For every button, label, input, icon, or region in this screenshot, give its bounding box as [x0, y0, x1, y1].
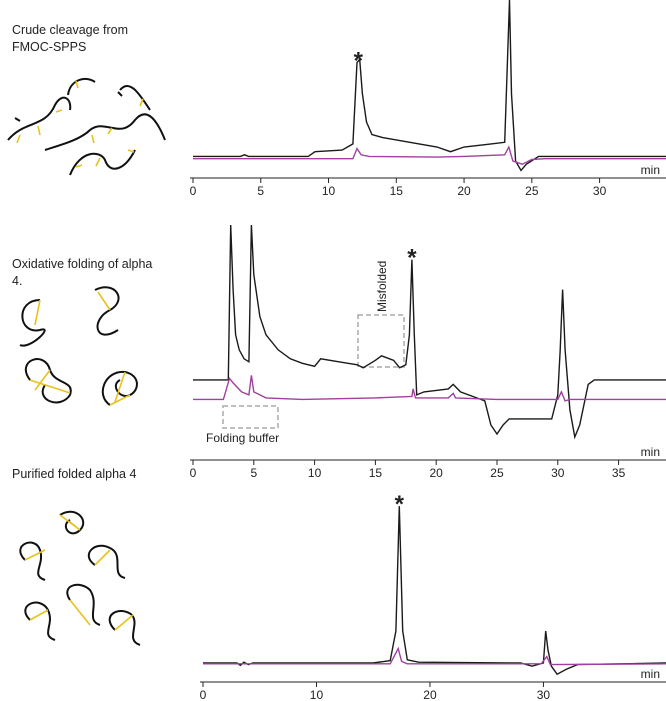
- x-tick-label: 20: [430, 466, 444, 480]
- x-tick-label: 15: [390, 184, 404, 198]
- x-tick-label: 5: [250, 466, 257, 480]
- x-axis-label: min: [641, 667, 660, 681]
- x-tick-label: 0: [190, 184, 197, 198]
- x-tick-label: 5: [257, 184, 264, 198]
- x-tick-label: 20: [423, 688, 437, 701]
- trace: [193, 375, 666, 402]
- x-tick-label: 10: [322, 184, 336, 198]
- panel-caption: Oxidative folding of alpha 4.: [12, 257, 153, 288]
- x-tick-label: 15: [369, 466, 383, 480]
- x-tick-label: 30: [537, 688, 551, 701]
- trace: [193, 224, 666, 440]
- x-tick-label: 25: [490, 466, 504, 480]
- panel-caption: Crude cleavage from FMOC-SPPS: [12, 23, 129, 54]
- trace: [203, 506, 666, 676]
- misfolded-box: [357, 314, 405, 368]
- annotation: Folding buffer: [206, 431, 279, 445]
- x-axis-label: min: [641, 445, 660, 459]
- trace: [203, 646, 666, 666]
- panel-caption: Purified folded alpha 4: [12, 467, 137, 481]
- peak-marker: *: [407, 245, 417, 272]
- x-tick-label: 10: [310, 688, 324, 701]
- x-tick-label: 30: [551, 466, 565, 480]
- peak-marker: *: [354, 48, 364, 75]
- trace: [193, 145, 666, 165]
- x-tick-label: 35: [612, 466, 626, 480]
- x-tick-label: 25: [525, 184, 539, 198]
- x-tick-label: 30: [593, 184, 607, 198]
- x-tick-label: 20: [457, 184, 471, 198]
- peak-marker: *: [395, 491, 405, 518]
- peptide-cartoon: [7, 77, 166, 646]
- folding-buffer-box: [222, 405, 279, 429]
- x-tick-label: 10: [308, 466, 322, 480]
- trace: [193, 0, 666, 172]
- x-tick-label: 0: [190, 466, 197, 480]
- x-axis-label: min: [641, 163, 660, 177]
- annotation: Misfolded: [375, 261, 389, 312]
- x-tick-label: 0: [200, 688, 207, 701]
